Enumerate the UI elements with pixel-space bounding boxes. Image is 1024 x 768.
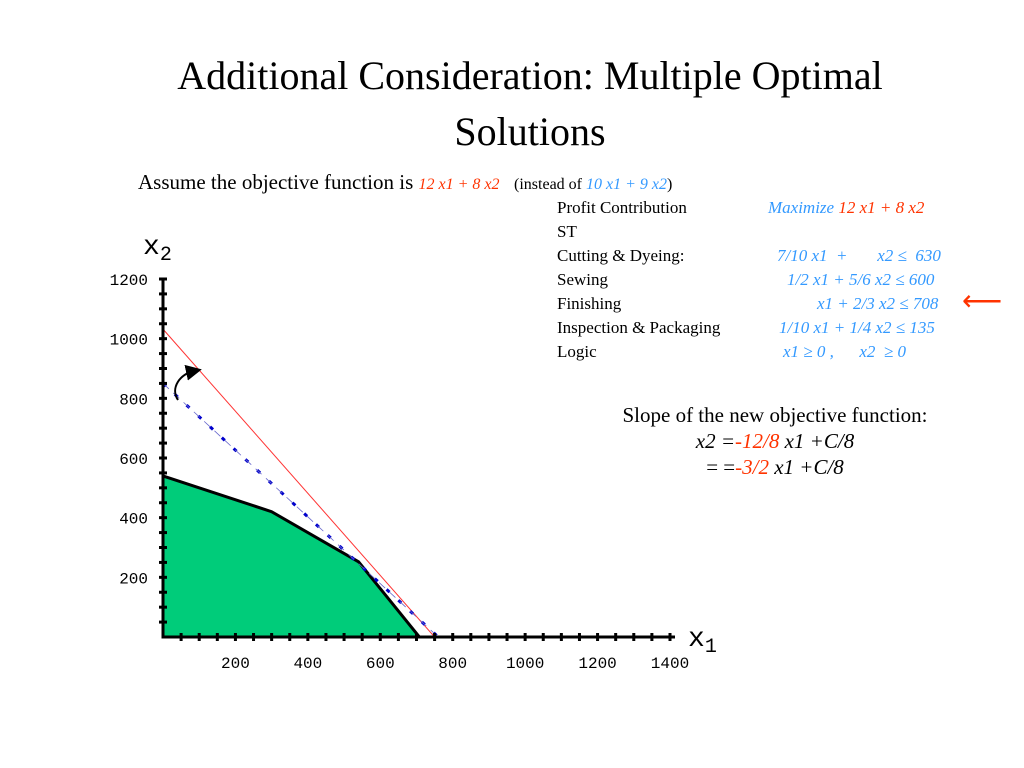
x-axis-ticks (179, 633, 672, 641)
old-objective-guide (162, 383, 439, 638)
x-tick-label: 1200 (578, 655, 616, 673)
model-expression: 7/10 x1 + x2 ≤ 630 (777, 246, 941, 265)
x-axis-label-text: x (688, 624, 705, 655)
y-axis-label-text: x (143, 232, 160, 263)
old-objective-expression: 10 x1 + 9 x2 (586, 176, 668, 193)
slope-line-1: x2 =-12/8 x1 +C/8 (560, 428, 990, 454)
y-tick-label: 1000 (110, 332, 148, 350)
y-axis-label-subscript: 2 (160, 244, 172, 267)
assumption-lead: Assume the objective function is (138, 170, 419, 194)
slope-line-2-coefficient: -3/2 (735, 455, 769, 479)
slope-line-2-rest: x1 +C/8 (768, 455, 844, 479)
x-tick-label: 600 (366, 655, 395, 673)
slope-explanation: Slope of the new objective function: x2 … (560, 402, 990, 480)
y-axis-label: x2 (143, 232, 172, 267)
x-axis-label-subscript: 1 (705, 636, 717, 659)
model-label: ST (557, 222, 577, 241)
slope-line-1-coefficient: -12/8 (735, 429, 780, 453)
x-tick-label: 1000 (506, 655, 544, 673)
y-tick-labels: 200 400 600 800 1000 1200 (110, 272, 148, 588)
y-tick-label: 800 (119, 391, 148, 409)
feasible-region (161, 473, 423, 639)
x-axis-label: x1 (688, 624, 717, 659)
model-label: Logic (557, 342, 597, 361)
new-objective-expression: 12 x1 + 8 x2 (418, 176, 500, 193)
model-expression: x1 ≥ 0 , x2 ≥ 0 (783, 342, 907, 361)
assumption-text: Assume the objective function is 12 x1 +… (138, 170, 672, 195)
model-expression: 1/10 x1 + 1/4 x2 ≤ 135 (779, 318, 935, 337)
x-tick-label: 800 (438, 655, 467, 673)
model-expression: x1 + 2/3 x2 ≤ 708 (817, 294, 939, 313)
slope-heading: Slope of the new objective function: (622, 403, 928, 427)
model-label: Finishing (557, 294, 622, 313)
model-expression: Maximize 12 x1 + 8 x2 (768, 198, 924, 218)
model-label: Cutting & Dyeing: (557, 246, 685, 265)
y-tick-label: 1200 (110, 272, 148, 290)
slope-line-1-lhs: x2 = (695, 429, 736, 453)
model-label: Inspection & Packaging (557, 318, 721, 337)
instead-prefix: (instead of (514, 176, 587, 193)
slope-line-1-rest: x1 +C/8 (779, 429, 855, 453)
x-tick-label: 200 (221, 655, 250, 673)
slide-title: Additional Consideration: Multiple Optim… (0, 48, 1024, 160)
maximize-keyword: Maximize (768, 198, 835, 217)
model-label: Profit Contribution (557, 198, 687, 217)
x-tick-label: 400 (293, 655, 322, 673)
model-label: Sewing (557, 270, 608, 289)
slope-line-2: = =-3/2 x1 +C/8 (560, 454, 990, 480)
y-axis-ticks (159, 277, 167, 624)
y-tick-label: 400 (119, 511, 148, 529)
slope-line-2-lhs: = = (706, 455, 736, 479)
title-line-2: Solutions (454, 109, 606, 154)
x-tick-labels: 200 400 600 800 1000 1200 1400 (221, 655, 689, 673)
x-tick-label: 1400 (651, 655, 689, 673)
new-objective-line (162, 328, 435, 638)
left-arrow-icon: ⟵ (962, 286, 1003, 317)
instead-suffix: ) (667, 176, 673, 193)
model-expression: 1/2 x1 + 5/6 x2 ≤ 600 (787, 270, 935, 289)
objective-expression: 12 x1 + 8 x2 (838, 198, 925, 217)
rotation-arrow-icon (174, 364, 202, 401)
y-tick-label: 200 (119, 570, 148, 588)
title-line-1: Additional Consideration: Multiple Optim… (177, 53, 883, 98)
y-tick-label: 600 (119, 451, 148, 469)
